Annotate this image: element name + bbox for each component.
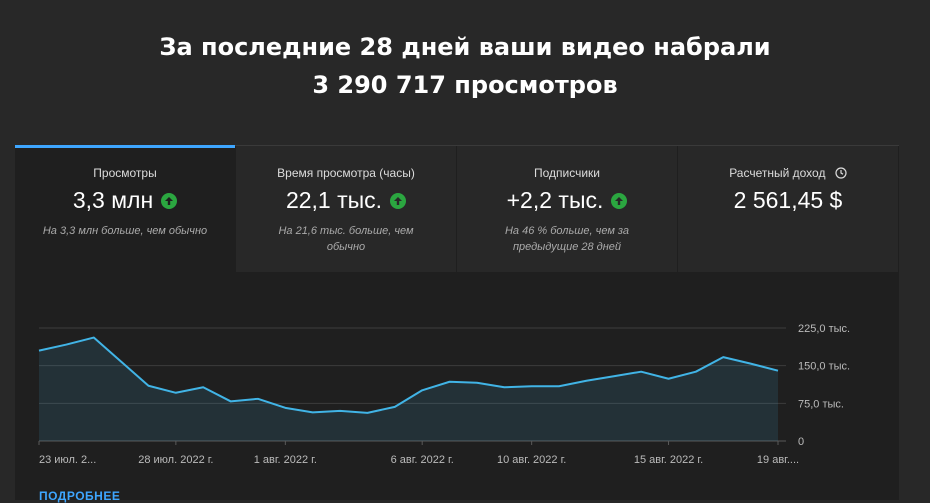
area-fill [39,338,778,441]
y-tick-label: 225,0 тыс. [798,323,850,335]
x-tick-label: 1 авг. 2022 г. [254,454,317,466]
more-link[interactable]: ПОДРОБНЕЕ [39,489,120,503]
x-tick-label: 10 авг. 2022 г. [497,454,566,466]
y-tick-label: 0 [798,436,804,448]
x-tick-label: 6 авг. 2022 г. [391,454,454,466]
y-tick-label: 75,0 тыс. [798,398,844,410]
y-tick-label: 150,0 тыс. [798,361,850,373]
x-tick-label: 15 авг. 2022 г. [634,454,703,466]
x-tick-label: 23 июл. 2... [39,454,96,466]
x-tick-label: 28 июл. 2022 г. [138,454,213,466]
x-tick-label: 19 авг.... [757,454,799,466]
